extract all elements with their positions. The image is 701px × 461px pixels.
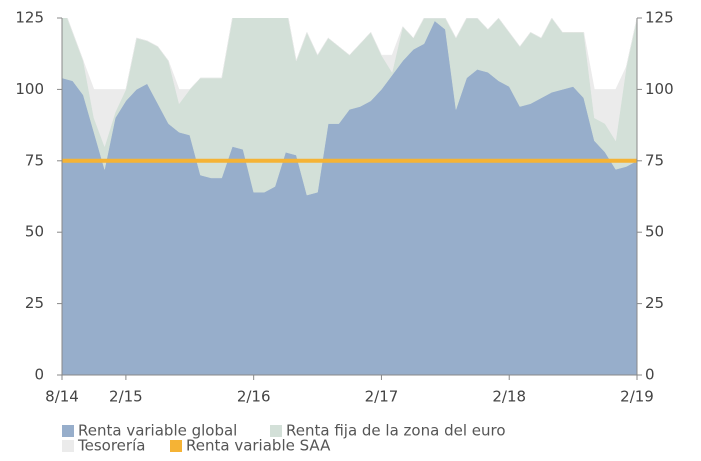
y2-tick-label: 100	[645, 80, 674, 98]
x-tick-label: 2/17	[365, 388, 399, 406]
legend-label: Tesorería	[77, 437, 145, 455]
y-tick-label: 0	[34, 366, 44, 384]
legend-swatch	[170, 440, 182, 452]
area	[62, 18, 637, 196]
y2-tick-label: 50	[645, 223, 664, 241]
y2-tick-label: 75	[645, 151, 664, 169]
y-tick-label: 125	[15, 9, 44, 27]
y-tick-label: 25	[25, 294, 44, 312]
y-tick-label: 100	[15, 80, 44, 98]
legend-label: Renta fija de la zona del euro	[286, 422, 506, 440]
x-tick-label: 2/19	[620, 388, 654, 406]
x-tick-label: 2/18	[492, 388, 526, 406]
legend-swatch	[62, 440, 74, 452]
x-tick-label: 8/14	[45, 388, 79, 406]
y-tick-label: 50	[25, 223, 44, 241]
x-tick-label: 2/15	[109, 388, 143, 406]
legend-label: Renta variable global	[78, 422, 237, 440]
legend-swatch	[62, 425, 74, 437]
y2-tick-label: 125	[645, 9, 674, 27]
plot-area	[62, 18, 637, 375]
y-tick-label: 75	[25, 151, 44, 169]
legend-swatch	[270, 425, 282, 437]
y2-tick-label: 25	[645, 294, 664, 312]
y2-tick-label: 0	[645, 366, 655, 384]
x-tick-label: 2/16	[237, 388, 271, 406]
legend-label: Renta variable SAA	[186, 437, 331, 455]
